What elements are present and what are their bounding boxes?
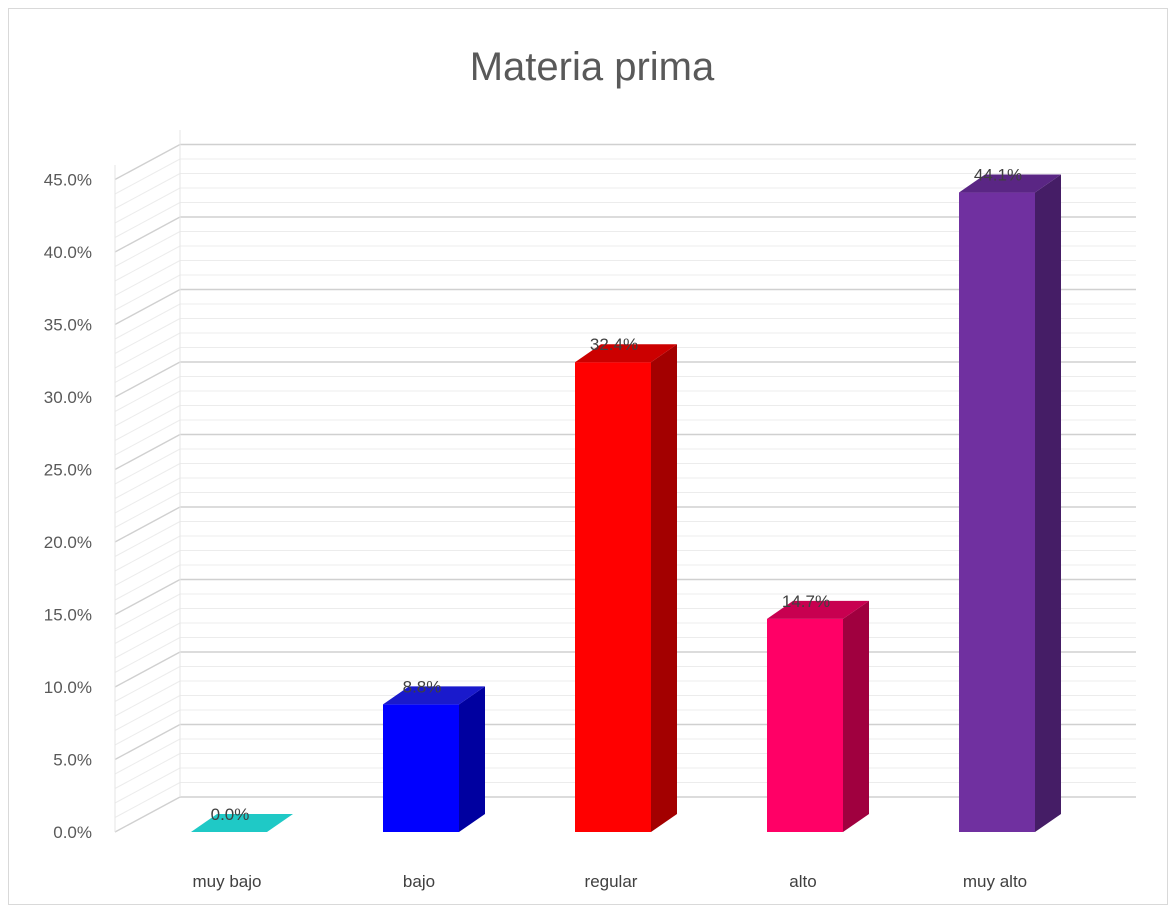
bar <box>383 686 485 832</box>
gridline-side <box>114 680 181 717</box>
gridline-side <box>114 477 181 514</box>
gridline-side <box>114 158 181 195</box>
gridline-side <box>114 796 181 833</box>
gridline-side <box>114 245 181 282</box>
y-tick-label: 40.0% <box>44 243 92 262</box>
bar-front <box>959 192 1035 833</box>
y-tick-label: 15.0% <box>44 606 92 625</box>
y-tick-label: 10.0% <box>44 678 92 697</box>
gridline-side <box>114 288 181 326</box>
x-category-label: bajo <box>403 872 435 891</box>
y-tick-label: 30.0% <box>44 388 92 407</box>
chart-title: Materia prima <box>470 45 715 89</box>
gridline-side <box>114 216 181 253</box>
gridline-side <box>114 651 181 688</box>
bar-top <box>575 344 677 363</box>
gridline-side <box>114 738 181 775</box>
data-label: 44.1% <box>974 166 1022 185</box>
data-label: 32.4% <box>590 335 638 354</box>
y-axis-ticks: 0.0% 5.0% 10.0% 15.0% 20.0% 25.0% 30.0% 35.0% 40… <box>44 171 92 843</box>
gridline-side <box>114 361 181 398</box>
bars: 0.0% 8.8% 32.4% 14.7% 44.1% <box>191 166 1061 833</box>
gridline-side <box>114 521 181 557</box>
x-category-label: alto <box>789 872 816 891</box>
gridline-side <box>114 637 181 673</box>
gridline-side <box>114 405 181 441</box>
gridline-side <box>114 782 181 818</box>
bar-top <box>383 686 485 705</box>
gridline-side <box>114 274 181 311</box>
bar <box>767 600 869 832</box>
gridline-side <box>114 723 181 761</box>
y-tick-label: 35.0% <box>44 316 92 335</box>
y-tick-label: 0.0% <box>53 823 92 842</box>
bar-front <box>767 618 843 832</box>
bar-top <box>959 174 1061 193</box>
gridline-side <box>114 492 181 528</box>
gridline-side <box>114 390 181 427</box>
gridline-side <box>114 332 181 369</box>
gridline-side <box>114 622 181 659</box>
gridline-side <box>114 143 181 181</box>
y-tick-label: 45.0% <box>44 171 92 190</box>
data-label: 8.8% <box>403 677 442 696</box>
y-tick-label: 25.0% <box>44 461 92 480</box>
gridline-side <box>114 347 181 383</box>
gridline-side <box>114 593 181 630</box>
gridline-side <box>114 231 181 267</box>
gridline-side <box>114 695 181 731</box>
gridline-side <box>114 608 181 644</box>
gridline-side <box>114 260 181 296</box>
bar <box>575 344 677 832</box>
bar-front <box>575 362 651 832</box>
bar-side <box>459 686 485 832</box>
bar-top <box>191 814 293 832</box>
gridline-side <box>114 709 181 746</box>
gridline-side <box>114 202 181 238</box>
bar-front <box>383 704 459 832</box>
data-label: 0.0% <box>211 805 250 824</box>
gridline-side <box>114 318 181 354</box>
bar-top <box>767 600 869 619</box>
bar-side <box>843 600 869 832</box>
y-tick-label: 5.0% <box>53 751 92 770</box>
gridline-side <box>114 578 181 616</box>
gridline-side <box>114 173 181 209</box>
gridline-side <box>114 433 181 471</box>
y-tick-label: 20.0% <box>44 533 92 552</box>
gridline-side <box>114 550 181 586</box>
x-category-label: muy alto <box>963 872 1027 891</box>
gridline-side <box>114 448 181 485</box>
chart-frame <box>8 8 1168 905</box>
x-category-label: muy bajo <box>193 872 262 891</box>
gridline-side <box>114 303 181 340</box>
bar-side <box>1035 174 1061 833</box>
gridline-side <box>114 767 181 804</box>
gridline-side <box>114 753 181 789</box>
gridline-side <box>114 666 181 702</box>
x-axis-categories: muy bajo bajo regular alto muy alto <box>193 872 1028 891</box>
gridline-side <box>114 506 181 543</box>
gridline-side <box>114 187 181 224</box>
bar-side <box>651 344 677 832</box>
bar <box>191 814 293 832</box>
gridline-side <box>114 376 181 412</box>
x-category-label: regular <box>585 872 638 891</box>
gridline-side <box>114 535 181 572</box>
gridline-side <box>114 463 181 499</box>
data-label: 14.7% <box>782 592 830 611</box>
gridline-side <box>114 419 181 456</box>
bar <box>959 174 1061 833</box>
gridline-side <box>114 564 181 601</box>
